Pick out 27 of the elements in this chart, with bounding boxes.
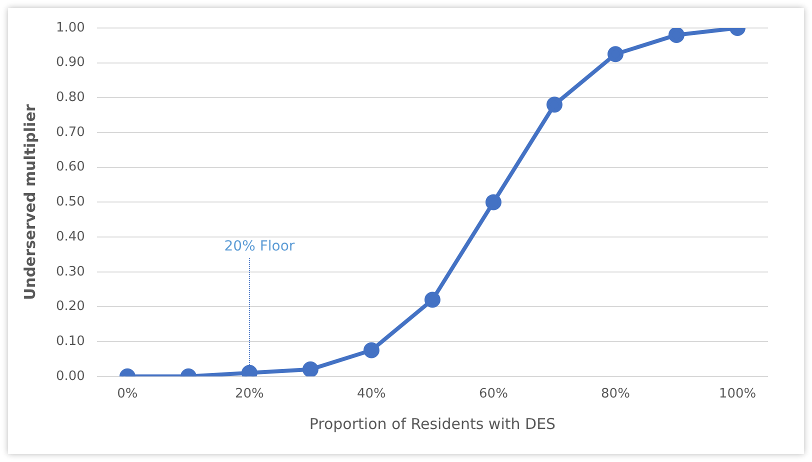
point — [546, 96, 562, 113]
point — [363, 342, 380, 358]
y-tick-label: 1.00 — [56, 20, 85, 36]
x-tick-label: 20% — [235, 386, 264, 402]
y-tick-label: 0.60 — [56, 160, 85, 175]
x-tick-label: 80% — [601, 386, 630, 402]
y-tick-label: 0.70 — [56, 124, 85, 140]
y-tick-label: 0.50 — [56, 194, 85, 210]
x-tick-label: 0% — [117, 386, 138, 402]
y-tick-label: 0.40 — [56, 229, 85, 244]
y-tick-label: 0.10 — [56, 334, 85, 349]
y-tick-label: 0.00 — [56, 368, 85, 384]
annotation: 20% Floor — [224, 238, 295, 255]
point — [302, 361, 318, 376]
point — [485, 194, 502, 210]
y-axis-title: Underserved multiplier — [20, 104, 39, 300]
x-tick-label: 100% — [718, 386, 756, 402]
y-tick-label: 0.80 — [56, 90, 85, 106]
x-tick-label: 60% — [479, 386, 508, 402]
x-tick-label: 40% — [357, 386, 386, 402]
y-tick-label: 0.90 — [56, 55, 85, 70]
y-tick-label: 0.20 — [56, 299, 85, 314]
x-axis-title: Proportion of Residents with DES — [309, 414, 556, 433]
point — [607, 46, 624, 62]
y-tick-label: 0.30 — [56, 264, 85, 280]
point — [668, 28, 684, 43]
point — [424, 292, 440, 308]
